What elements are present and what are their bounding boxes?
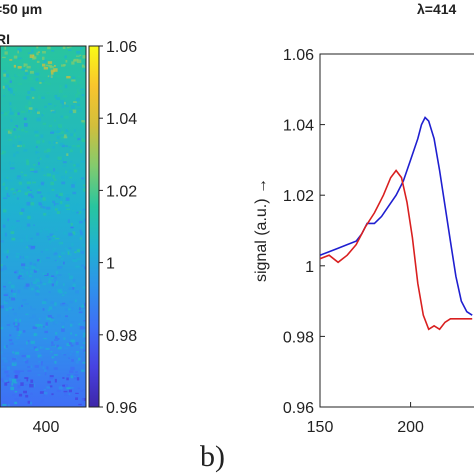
heatmap-frame	[0, 45, 87, 408]
colorbar-tick-label: 1.02	[106, 183, 137, 200]
y-tick-label: 1.02	[283, 188, 314, 205]
plot-x-ticks: 150 200	[307, 402, 424, 436]
heatmap-x-tick: 400	[33, 419, 60, 436]
colorbar-tick-label: 0.98	[106, 328, 137, 345]
x-tick-label: 150	[307, 419, 334, 436]
line-chart-title: λ=414	[417, 1, 457, 17]
colorbar-tick-label: 1	[106, 256, 115, 273]
y-tick-label: 0.98	[283, 329, 314, 346]
heatmap-label: RI	[0, 31, 10, 47]
heatmap-title: =50 µm	[0, 1, 42, 17]
plot-lines	[320, 116, 473, 331]
y-tick-label: 1	[305, 259, 314, 276]
y-tick-label: 1.06	[283, 47, 314, 64]
colorbar-tick-label: 0.96	[106, 400, 137, 417]
y-axis-label: signal (a.u.) →	[253, 178, 270, 282]
plot-y-ticks: 1.06 1.04 1.02 1 0.98 0.96	[283, 47, 325, 417]
heatmap-image	[0, 46, 86, 407]
colorbar-ticks: 1.06 1.04 1.02 1 0.98 0.96	[99, 39, 137, 417]
series-line-1	[320, 116, 473, 316]
series-line-2	[320, 169, 473, 331]
colorbar	[88, 45, 100, 408]
plot-frame	[319, 53, 474, 408]
y-tick-label: 0.96	[283, 400, 314, 417]
panel-label-b: b)	[200, 440, 225, 473]
colorbar-tick-label: 1.04	[106, 111, 137, 128]
x-tick-label: 200	[397, 419, 424, 436]
colorbar-tick-label: 1.06	[106, 39, 137, 56]
y-tick-label: 1.04	[283, 118, 314, 135]
